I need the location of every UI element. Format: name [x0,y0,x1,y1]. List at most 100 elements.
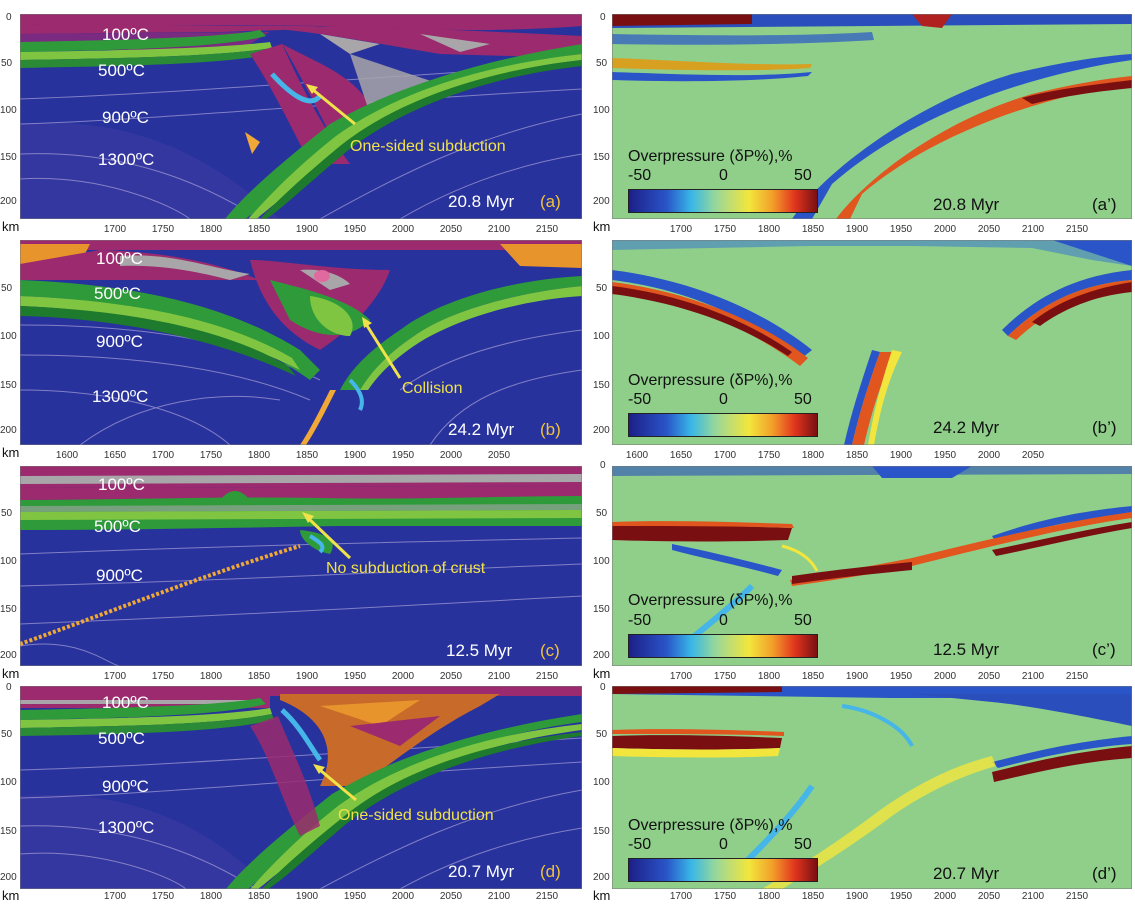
x-tick: 2000 [439,450,463,461]
y-tick: 50 [596,508,608,519]
x-tick: 2100 [487,891,511,902]
x-tick: 1800 [801,450,825,461]
y-tick: 50 [1,729,13,740]
x-tick: 1850 [247,224,271,235]
x-tick: 1850 [801,891,825,902]
x-tick: 1750 [199,450,223,461]
temp-label-900: 900ºC [96,566,143,585]
x-tick: 2100 [487,224,511,235]
y-tick: 0 [600,682,606,693]
y-tick: 50 [1,58,13,69]
x-tick: 2050 [977,891,1001,902]
time-label: 24.2 Myr [448,420,515,439]
x-tick: 2150 [1065,891,1089,902]
temp-label-1300: 1300ºC [98,150,155,169]
thermal-field-c [20,466,582,666]
x-tick: 2000 [391,891,415,902]
arrow-icon [313,764,357,802]
temp-label-1300: 1300ºC [92,387,149,406]
panel-tag: (a’) [1092,195,1117,214]
colorbar-title: Overpressure (δP%),% [628,372,793,389]
overpressure-field-a [612,14,1132,219]
colorbar-tick-min: -50 [628,612,652,629]
colorbar-tick-max: 50 [794,612,812,629]
x-tick: 1800 [757,224,781,235]
x-tick: 1750 [713,224,737,235]
x-tick: 1900 [845,224,869,235]
x-tick: 1750 [757,450,781,461]
colorbar-gradient [628,858,818,882]
x-tick: 2000 [933,671,957,682]
x-tick: 2050 [439,891,463,902]
y-tick: 100 [0,777,17,788]
x-tick: 1650 [103,450,127,461]
annotation: One-sided subduction [338,807,494,824]
y-tick: 0 [600,460,606,471]
overpressure-field-c [612,466,1132,666]
km-label: km [2,888,20,903]
temp-label-500: 500ºC [98,729,145,748]
y-tick: 100 [0,331,17,342]
colorbar-gradient [628,634,818,658]
y-tick: 0 [6,12,12,23]
km-label: km [2,666,20,681]
y-tick: 100 [593,105,610,116]
x-tick: 2150 [1065,224,1089,235]
time-label: 12.5 Myr [933,640,1000,659]
temp-label-500: 500ºC [94,284,141,303]
y-tick: 150 [0,380,17,391]
thermal-field-a [20,14,582,219]
y-tick: 200 [593,425,610,436]
annotation: One-sided subduction [350,138,506,155]
panel-tag: (c) [540,641,560,660]
y-tick: 50 [1,283,13,294]
x-tick: 1700 [103,671,127,682]
x-tick: 2050 [977,671,1001,682]
x-tick: 1900 [295,891,319,902]
temp-label-100: 100ºC [102,25,149,44]
temp-label-900: 900ºC [96,332,143,351]
km-label: km [2,219,20,234]
x-tick: 1850 [801,671,825,682]
colorbar-tick-max: 50 [794,391,812,408]
x-tick: 1700 [669,891,693,902]
km-label: km [593,666,611,681]
x-tick: 2100 [1021,671,1045,682]
annotation: Collision [402,380,463,397]
panel-b-prime: Overpressure (δP%),% -50 0 50 24.2 Myr (… [612,240,1132,445]
time-label: 20.8 Myr [448,192,515,211]
x-tick: 1800 [757,671,781,682]
temp-label-500: 500ºC [98,61,145,80]
x-tick: 1900 [845,671,869,682]
y-tick: 150 [593,826,610,837]
y-tick: 200 [0,425,17,436]
thermal-field-d [20,686,582,889]
panel-tag: (b) [540,420,561,439]
x-tick: 1800 [199,891,223,902]
colorbar-tick-min: -50 [628,167,652,184]
time-label: 20.7 Myr [933,864,1000,883]
x-tick: 2100 [1021,891,1045,902]
x-tick: 2050 [487,450,511,461]
panel-c-prime: Overpressure (δP%),% -50 0 50 12.5 Myr (… [612,466,1132,666]
x-tick: 1950 [343,891,367,902]
x-tick: 1700 [669,224,693,235]
x-tick: 2000 [933,891,957,902]
x-tick: 1750 [151,671,175,682]
km-label: km [593,219,611,234]
y-tick: 200 [0,650,17,661]
colorbar-tick-zero: 0 [719,612,728,629]
y-tick: 150 [0,604,17,615]
colorbar-title: Overpressure (δP%),% [628,592,793,609]
time-label: 24.2 Myr [933,418,1000,437]
y-tick: 0 [6,682,12,693]
temp-label-100: 100ºC [96,249,143,268]
x-tick: 1700 [103,891,127,902]
y-tick: 150 [593,380,610,391]
y-tick: 100 [593,331,610,342]
panel-d: 100ºC 500ºC 900ºC 1300ºC One-sided subdu… [20,686,582,889]
km-label: km [2,445,20,460]
x-tick: 1800 [199,671,223,682]
colorbar-title: Overpressure (δP%),% [628,148,793,165]
temp-label-900: 900ºC [102,777,149,796]
